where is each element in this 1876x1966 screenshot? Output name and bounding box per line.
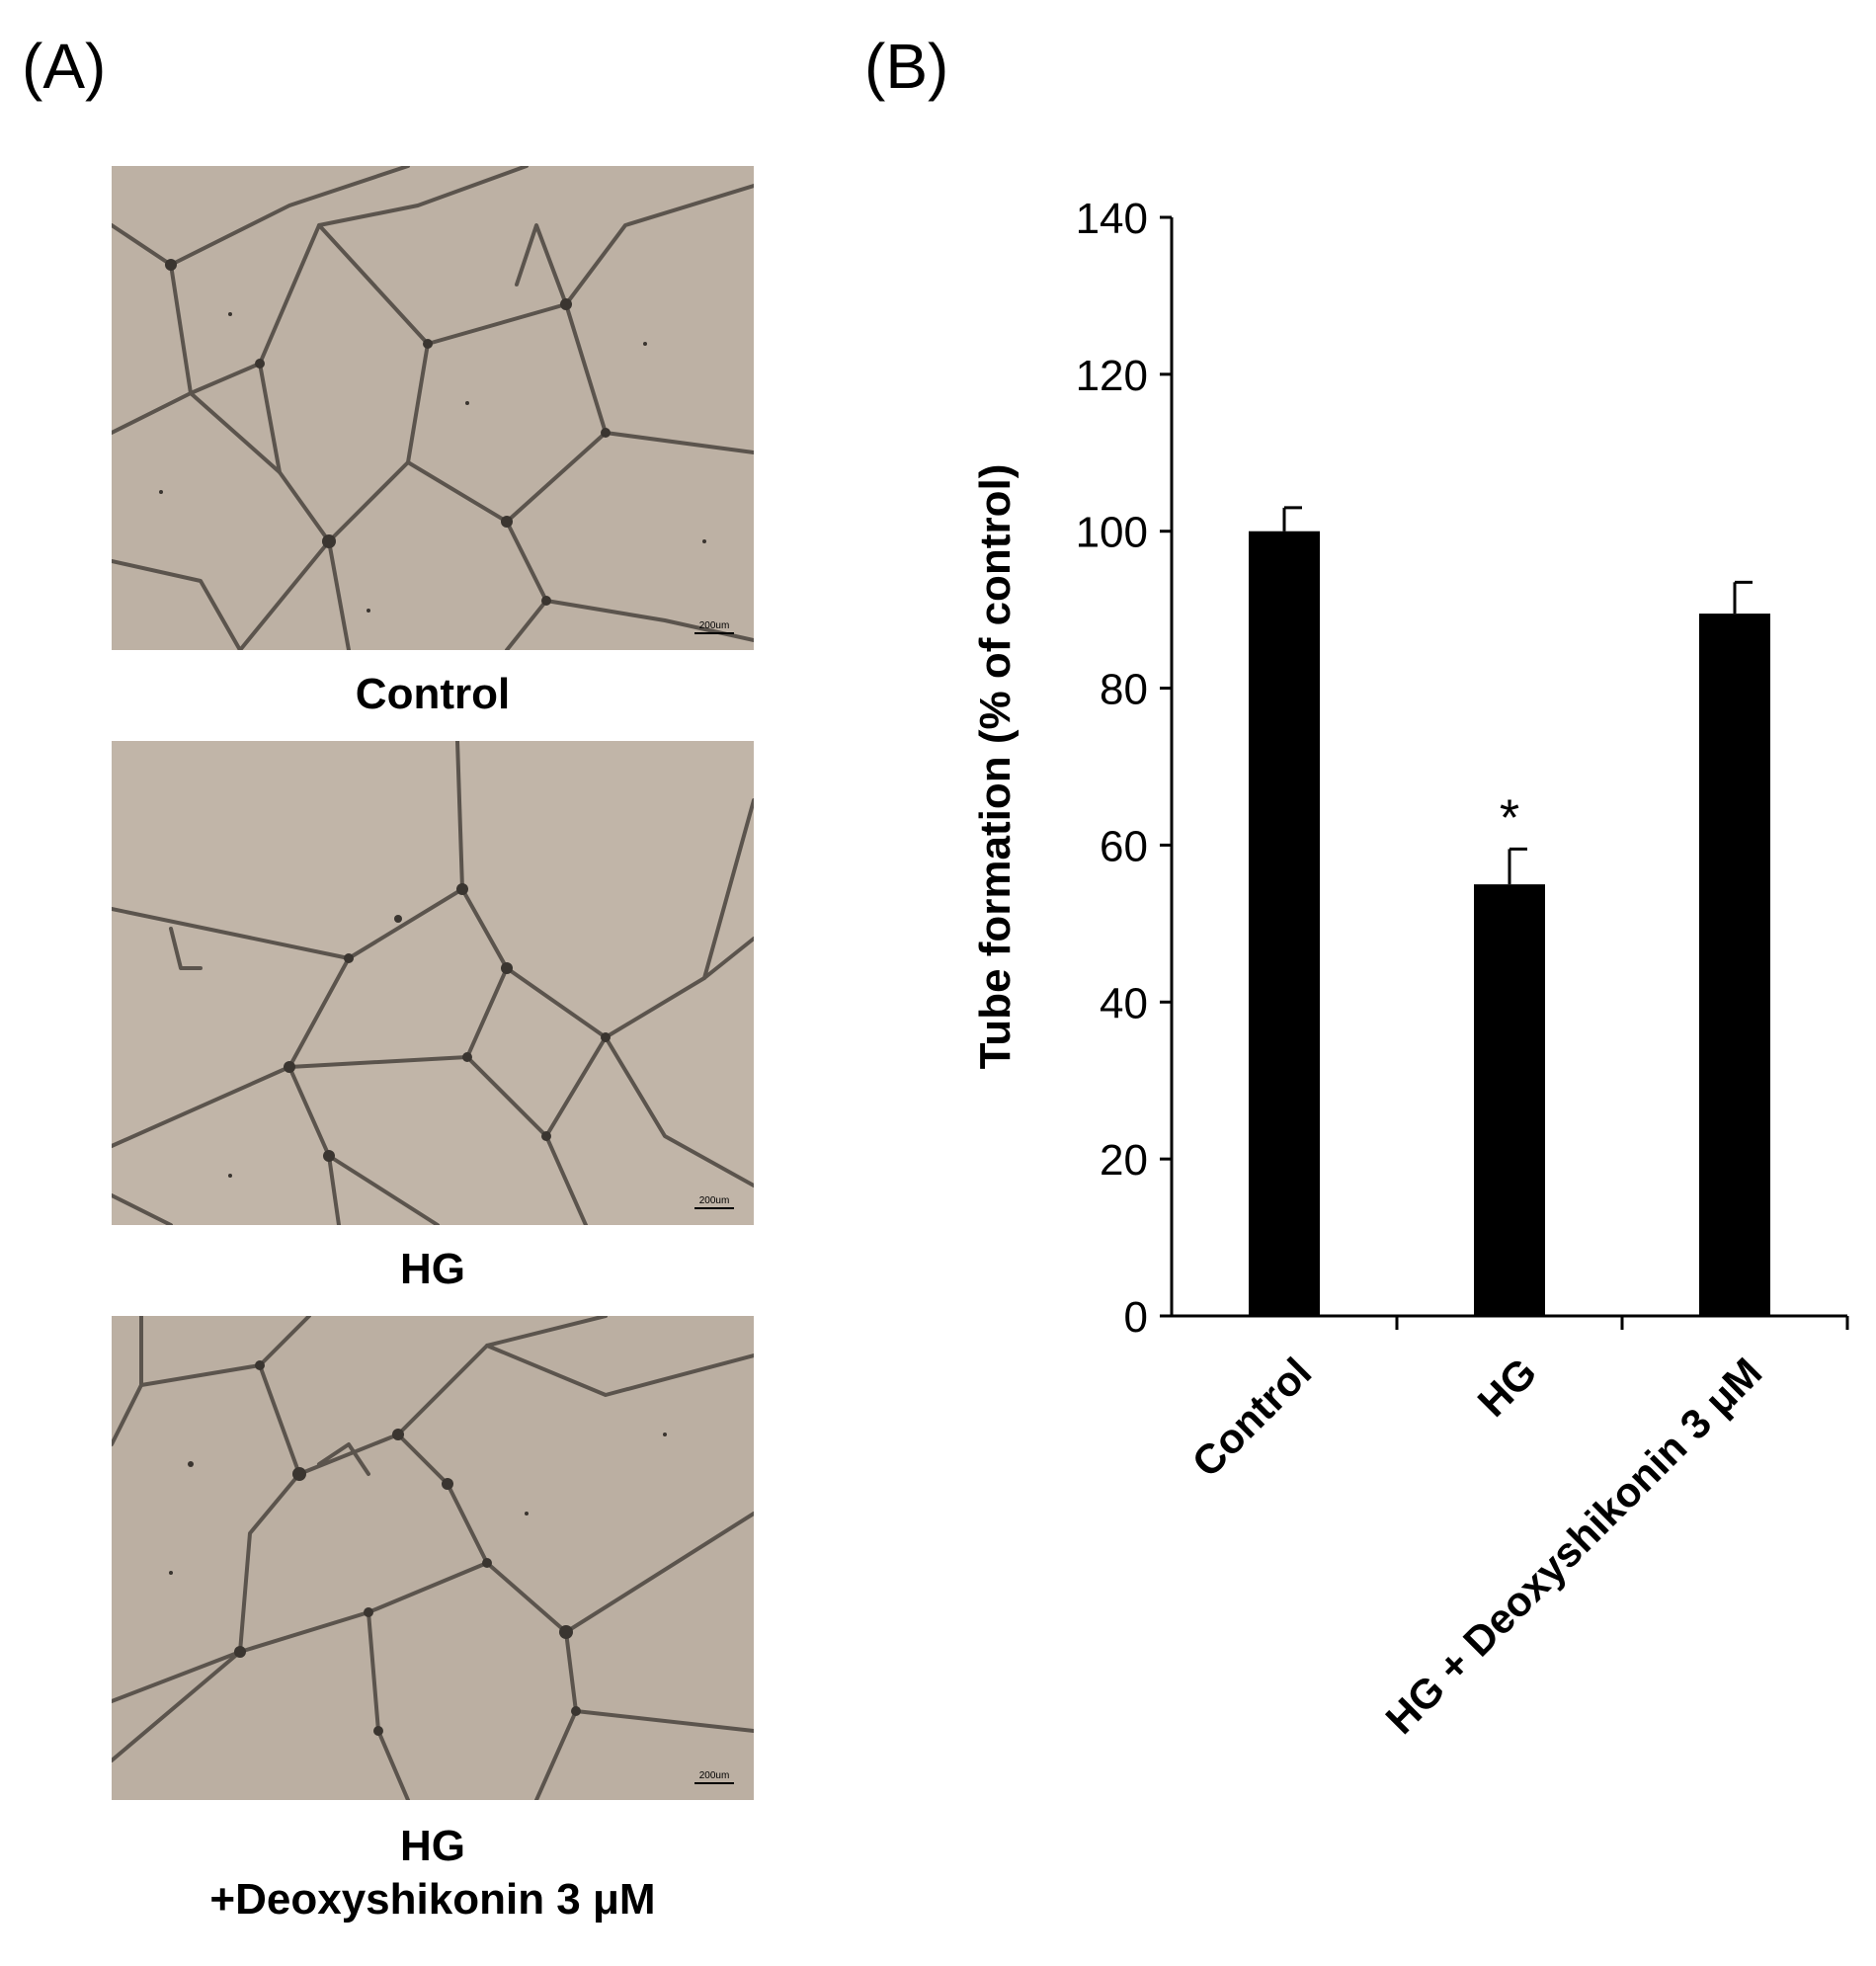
micrograph-hg: 200um — [112, 741, 754, 1225]
y-tick-label: 60 — [1100, 822, 1148, 870]
significance-marker: * — [1500, 789, 1519, 847]
y-tick-label: 0 — [1124, 1293, 1148, 1342]
micrograph-control: 200um — [112, 166, 754, 650]
scale-bar-label: 200um — [699, 1770, 730, 1781]
scale-bar-label: 200um — [699, 620, 730, 631]
y-tick-label: 40 — [1100, 979, 1148, 1027]
y-tick-label: 20 — [1100, 1136, 1148, 1185]
y-tick-label: 100 — [1076, 509, 1148, 557]
y-tick-label: 140 — [1076, 195, 1148, 243]
bar — [1699, 614, 1770, 1316]
micrograph-caption-hg-deoxyshikonin: HG +Deoxyshikonin 3 μM — [209, 1822, 656, 1924]
x-tick-label: HG + Deoxyshikonin 3 μM — [1377, 1349, 1771, 1743]
x-tick-label: HG — [1469, 1349, 1546, 1426]
y-axis-label: Tube formation (% of control) — [971, 464, 1020, 1070]
micrograph-hg-deoxyshikonin: 200um — [112, 1316, 754, 1800]
panel-a-label: (A) — [22, 31, 107, 102]
y-tick-label: 120 — [1076, 352, 1148, 400]
bar-chart: 0 20 40 60 80 100 120 140 Tube formation (% of c… — [971, 195, 1849, 1743]
panel-b-label: (B) — [864, 31, 949, 102]
scale-bar-label: 200um — [699, 1195, 730, 1206]
y-tick-label: 80 — [1100, 666, 1148, 714]
micrograph-caption-control: Control — [355, 670, 511, 718]
micrograph-caption-hg: HG — [400, 1245, 465, 1293]
bar — [1474, 884, 1545, 1316]
bar — [1249, 531, 1320, 1316]
x-tick-label: Control — [1183, 1349, 1321, 1486]
